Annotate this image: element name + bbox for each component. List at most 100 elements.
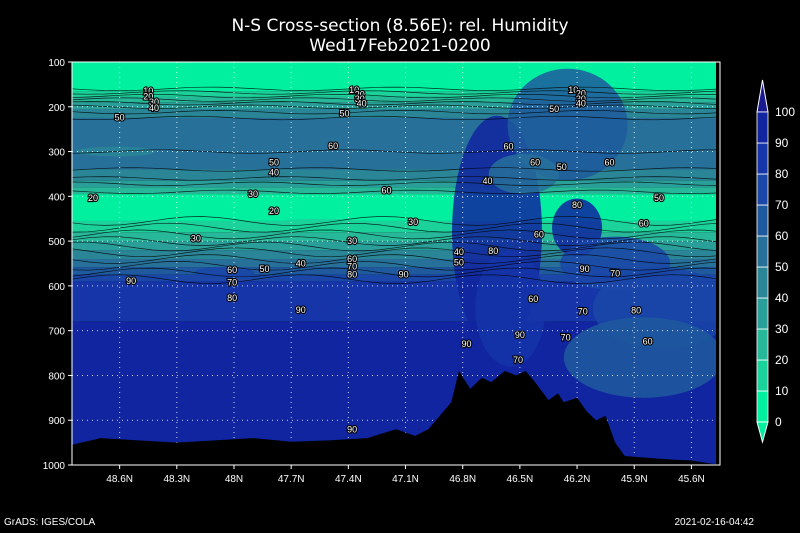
- contour-line: [72, 274, 720, 284]
- humidity-band: [72, 194, 720, 221]
- contour-line: [72, 176, 720, 181]
- colorbar-label: 60: [775, 229, 789, 243]
- contour-label: 40: [357, 98, 367, 108]
- contour-line: [72, 93, 720, 99]
- humidity-region: [259, 218, 380, 233]
- contour-line: [72, 216, 720, 226]
- x-tick-label: 47.4N: [335, 474, 362, 485]
- contour-label: 60: [328, 141, 338, 151]
- contour-line: [72, 236, 720, 246]
- contour-label: 80: [347, 269, 357, 279]
- contour-label: 90: [126, 276, 136, 286]
- contour-label: 40: [269, 168, 279, 178]
- contour-label: 10: [349, 85, 359, 95]
- colorbar-swatch: [756, 235, 769, 268]
- humidity-band: [72, 102, 720, 110]
- colorbar-label: 20: [775, 353, 789, 367]
- colorbar-label: 50: [775, 260, 789, 274]
- x-tick-label: 46.5N: [507, 474, 534, 485]
- contour-line: [72, 104, 720, 109]
- contour-label: 60: [643, 337, 653, 347]
- contour-label: 60: [639, 218, 649, 228]
- contour-label: 40: [576, 98, 586, 108]
- contour-line: [72, 149, 720, 154]
- contour-label: 30: [576, 94, 586, 104]
- humidity-band: [72, 259, 720, 268]
- y-tick-label: 100: [48, 58, 65, 69]
- contour-label: 50: [454, 257, 464, 267]
- humidity-region: [563, 317, 720, 398]
- colorbar-over-arrow: [756, 79, 769, 113]
- humidity-band: [72, 109, 720, 118]
- edge-strip: [716, 62, 720, 465]
- contour-label: 90: [462, 339, 472, 349]
- y-tick-label: 300: [48, 148, 65, 159]
- contour-label: 50: [269, 157, 279, 167]
- contour-label: 20: [88, 193, 98, 203]
- contour-line: [72, 86, 720, 92]
- contour-label: 40: [482, 176, 492, 186]
- contour-line: [72, 189, 720, 194]
- colorbar-label: 100: [775, 105, 795, 119]
- contour-label: 60: [227, 265, 237, 275]
- contour-line: [72, 101, 720, 106]
- contour-label: 90: [296, 305, 306, 315]
- contour-label: 20: [576, 88, 586, 98]
- x-tick-label: 48.6N: [106, 474, 133, 485]
- contour-label: 50: [549, 104, 559, 114]
- humidity-region: [488, 153, 559, 195]
- colorbar-swatch: [756, 173, 769, 206]
- contour-line: [72, 260, 720, 271]
- contour-label: 30: [149, 97, 159, 107]
- contour-line: [72, 115, 720, 121]
- contour-label: 80: [631, 306, 641, 316]
- contour-label: 30: [191, 234, 201, 244]
- contour-label: 30: [248, 189, 258, 199]
- humidity-band: [72, 169, 720, 181]
- humidity-band: [72, 96, 720, 103]
- y-tick-label: 600: [48, 282, 65, 293]
- colorbar-label: 10: [775, 384, 789, 398]
- contour-label: 20: [355, 89, 365, 99]
- colorbar-swatch: [756, 204, 769, 237]
- chart-title: N-S Cross-section (8.56E): rel. Humidity: [231, 16, 569, 36]
- contour-label: 60: [347, 254, 357, 264]
- contour-label: 70: [561, 332, 571, 342]
- y-tick-label: 700: [48, 327, 65, 338]
- contour-label: 90: [347, 424, 357, 434]
- contour-line: [72, 241, 720, 252]
- colorbar-swatch: [756, 328, 769, 361]
- contour-label: 60: [530, 157, 540, 167]
- y-tick-label: 500: [48, 237, 65, 248]
- contour-label: 80: [227, 293, 237, 303]
- humidity-band: [72, 91, 720, 97]
- colorbar-label: 90: [775, 136, 789, 150]
- contour-line: [72, 229, 720, 240]
- colorbar-label: 0: [775, 415, 782, 429]
- humidity-region: [194, 266, 255, 279]
- colorbar-swatch: [756, 297, 769, 330]
- humidity-band: [72, 232, 720, 242]
- humidity-band: [72, 267, 720, 275]
- contour-label: 30: [355, 94, 365, 104]
- terrain-silhouette: [72, 371, 720, 465]
- colorbar-under-arrow: [756, 421, 769, 444]
- contour-label: 60: [534, 229, 544, 239]
- footer-credit: GrADS: IGES/COLA: [4, 517, 96, 528]
- contour-label: 60: [604, 157, 614, 167]
- colorbar-label: 70: [775, 198, 789, 212]
- humidity-band: [72, 220, 720, 233]
- colorbar-swatch: [756, 390, 769, 423]
- colorbar-swatch: [756, 359, 769, 392]
- x-tick-label: 48.3N: [163, 474, 190, 485]
- contour-label: 70: [610, 268, 620, 278]
- chart-subtitle: Wed17Feb2021-0200: [309, 36, 491, 56]
- colorbar-swatch: [756, 111, 769, 144]
- y-tick-label: 400: [48, 192, 65, 203]
- x-tick-label: 46.2N: [564, 474, 591, 485]
- humidity-region: [475, 250, 546, 367]
- contour-label: 50: [340, 109, 350, 119]
- contour-label: 80: [488, 246, 498, 256]
